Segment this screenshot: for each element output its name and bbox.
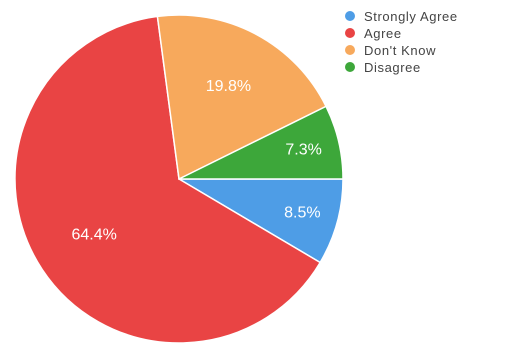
slice-value-label: 7.3% [285, 141, 321, 158]
legend-item-disagree[interactable]: Disagree [345, 59, 458, 75]
legend-label: Strongly Agree [364, 8, 458, 24]
legend-swatch [345, 11, 355, 21]
legend-swatch [345, 28, 355, 38]
slice-value-label: 19.8% [206, 78, 251, 95]
slice-value-label: 64.4% [72, 227, 117, 244]
pie-slice-strongly-agree[interactable] [176, 178, 344, 264]
legend-label: Disagree [364, 59, 421, 75]
slice-value-label: 8.5% [284, 204, 320, 221]
pie-slice-don-t-know[interactable] [156, 14, 328, 181]
legend-label: Don't Know [364, 42, 437, 58]
pie-slice-disagree[interactable] [178, 105, 344, 180]
pie-slices [14, 14, 344, 344]
legend-item-strongly-agree[interactable]: Strongly Agree [345, 8, 458, 24]
chart-legend: Strongly Agree Agree Don't Know Disagree [345, 8, 458, 76]
pie-slice-agree[interactable] [14, 15, 322, 344]
legend-swatch [345, 45, 355, 55]
legend-label: Agree [364, 25, 402, 41]
legend-item-dont-know[interactable]: Don't Know [345, 42, 458, 58]
legend-swatch [345, 62, 355, 72]
legend-item-agree[interactable]: Agree [345, 25, 458, 41]
pie-slice-labels: 8.5% 64.4% 19.8% 7.3% [72, 78, 322, 244]
